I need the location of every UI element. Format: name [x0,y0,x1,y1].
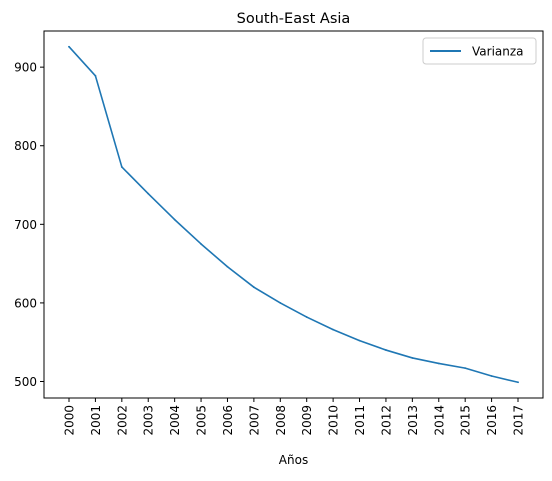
x-tick-label: 2001 [89,405,103,436]
x-tick-label: 2011 [353,405,367,436]
y-tick-label: 900 [14,61,37,75]
y-tick-label: 500 [14,375,37,389]
data-point [411,357,414,359]
series-layer [68,45,519,384]
x-tick-label: 2014 [432,405,446,436]
data-point [94,74,97,77]
plot-frame [43,30,544,399]
data-point [385,349,387,351]
y-tick-label: 800 [14,139,37,153]
y-axis: 500 600 700 800 900 [14,61,44,389]
data-point [226,265,229,268]
chart-title: South-East Asia [237,11,351,27]
data-point [279,302,282,304]
data-point [200,243,202,245]
x-axis: 2000 2001 2002 2003 2004 2005 2006 2007 2008 2009… [63,398,526,436]
x-tick-label: 2009 [300,405,314,436]
x-tick-label: 2007 [247,405,261,436]
x-tick-label: 2010 [327,405,341,436]
x-tick-label: 2017 [512,405,526,436]
y-tick-label: 600 [14,296,37,310]
x-tick-label: 2016 [485,405,499,436]
x-tick-label: 2002 [115,405,129,436]
legend-frame [422,37,537,65]
x-tick-label: 2000 [63,405,77,436]
data-point [68,45,70,48]
data-point [437,362,440,365]
x-tick-label: 2005 [195,405,209,436]
legend: Varianza [422,37,537,65]
data-point [517,381,519,384]
x-tick-label: 2012 [379,405,393,436]
x-tick-label: 2015 [459,405,473,436]
series-line-0 [68,45,519,384]
data-point [332,328,335,331]
data-point [490,375,493,377]
x-tick-label: 2004 [168,405,182,436]
data-point [120,166,123,168]
x-tick-label: 2008 [274,405,288,436]
legend-label: Varianza [472,45,524,59]
data-point [464,367,467,370]
data-point [358,339,361,342]
x-tick-label: 2003 [142,405,156,436]
data-point [305,316,308,318]
data-point [252,286,255,289]
x-tick-label: 2006 [221,405,235,436]
data-point [173,218,176,221]
y-tick-label: 700 [14,218,37,232]
data-point [147,192,150,195]
x-axis-label: Años [279,453,308,467]
x-tick-label: 2013 [406,405,420,436]
